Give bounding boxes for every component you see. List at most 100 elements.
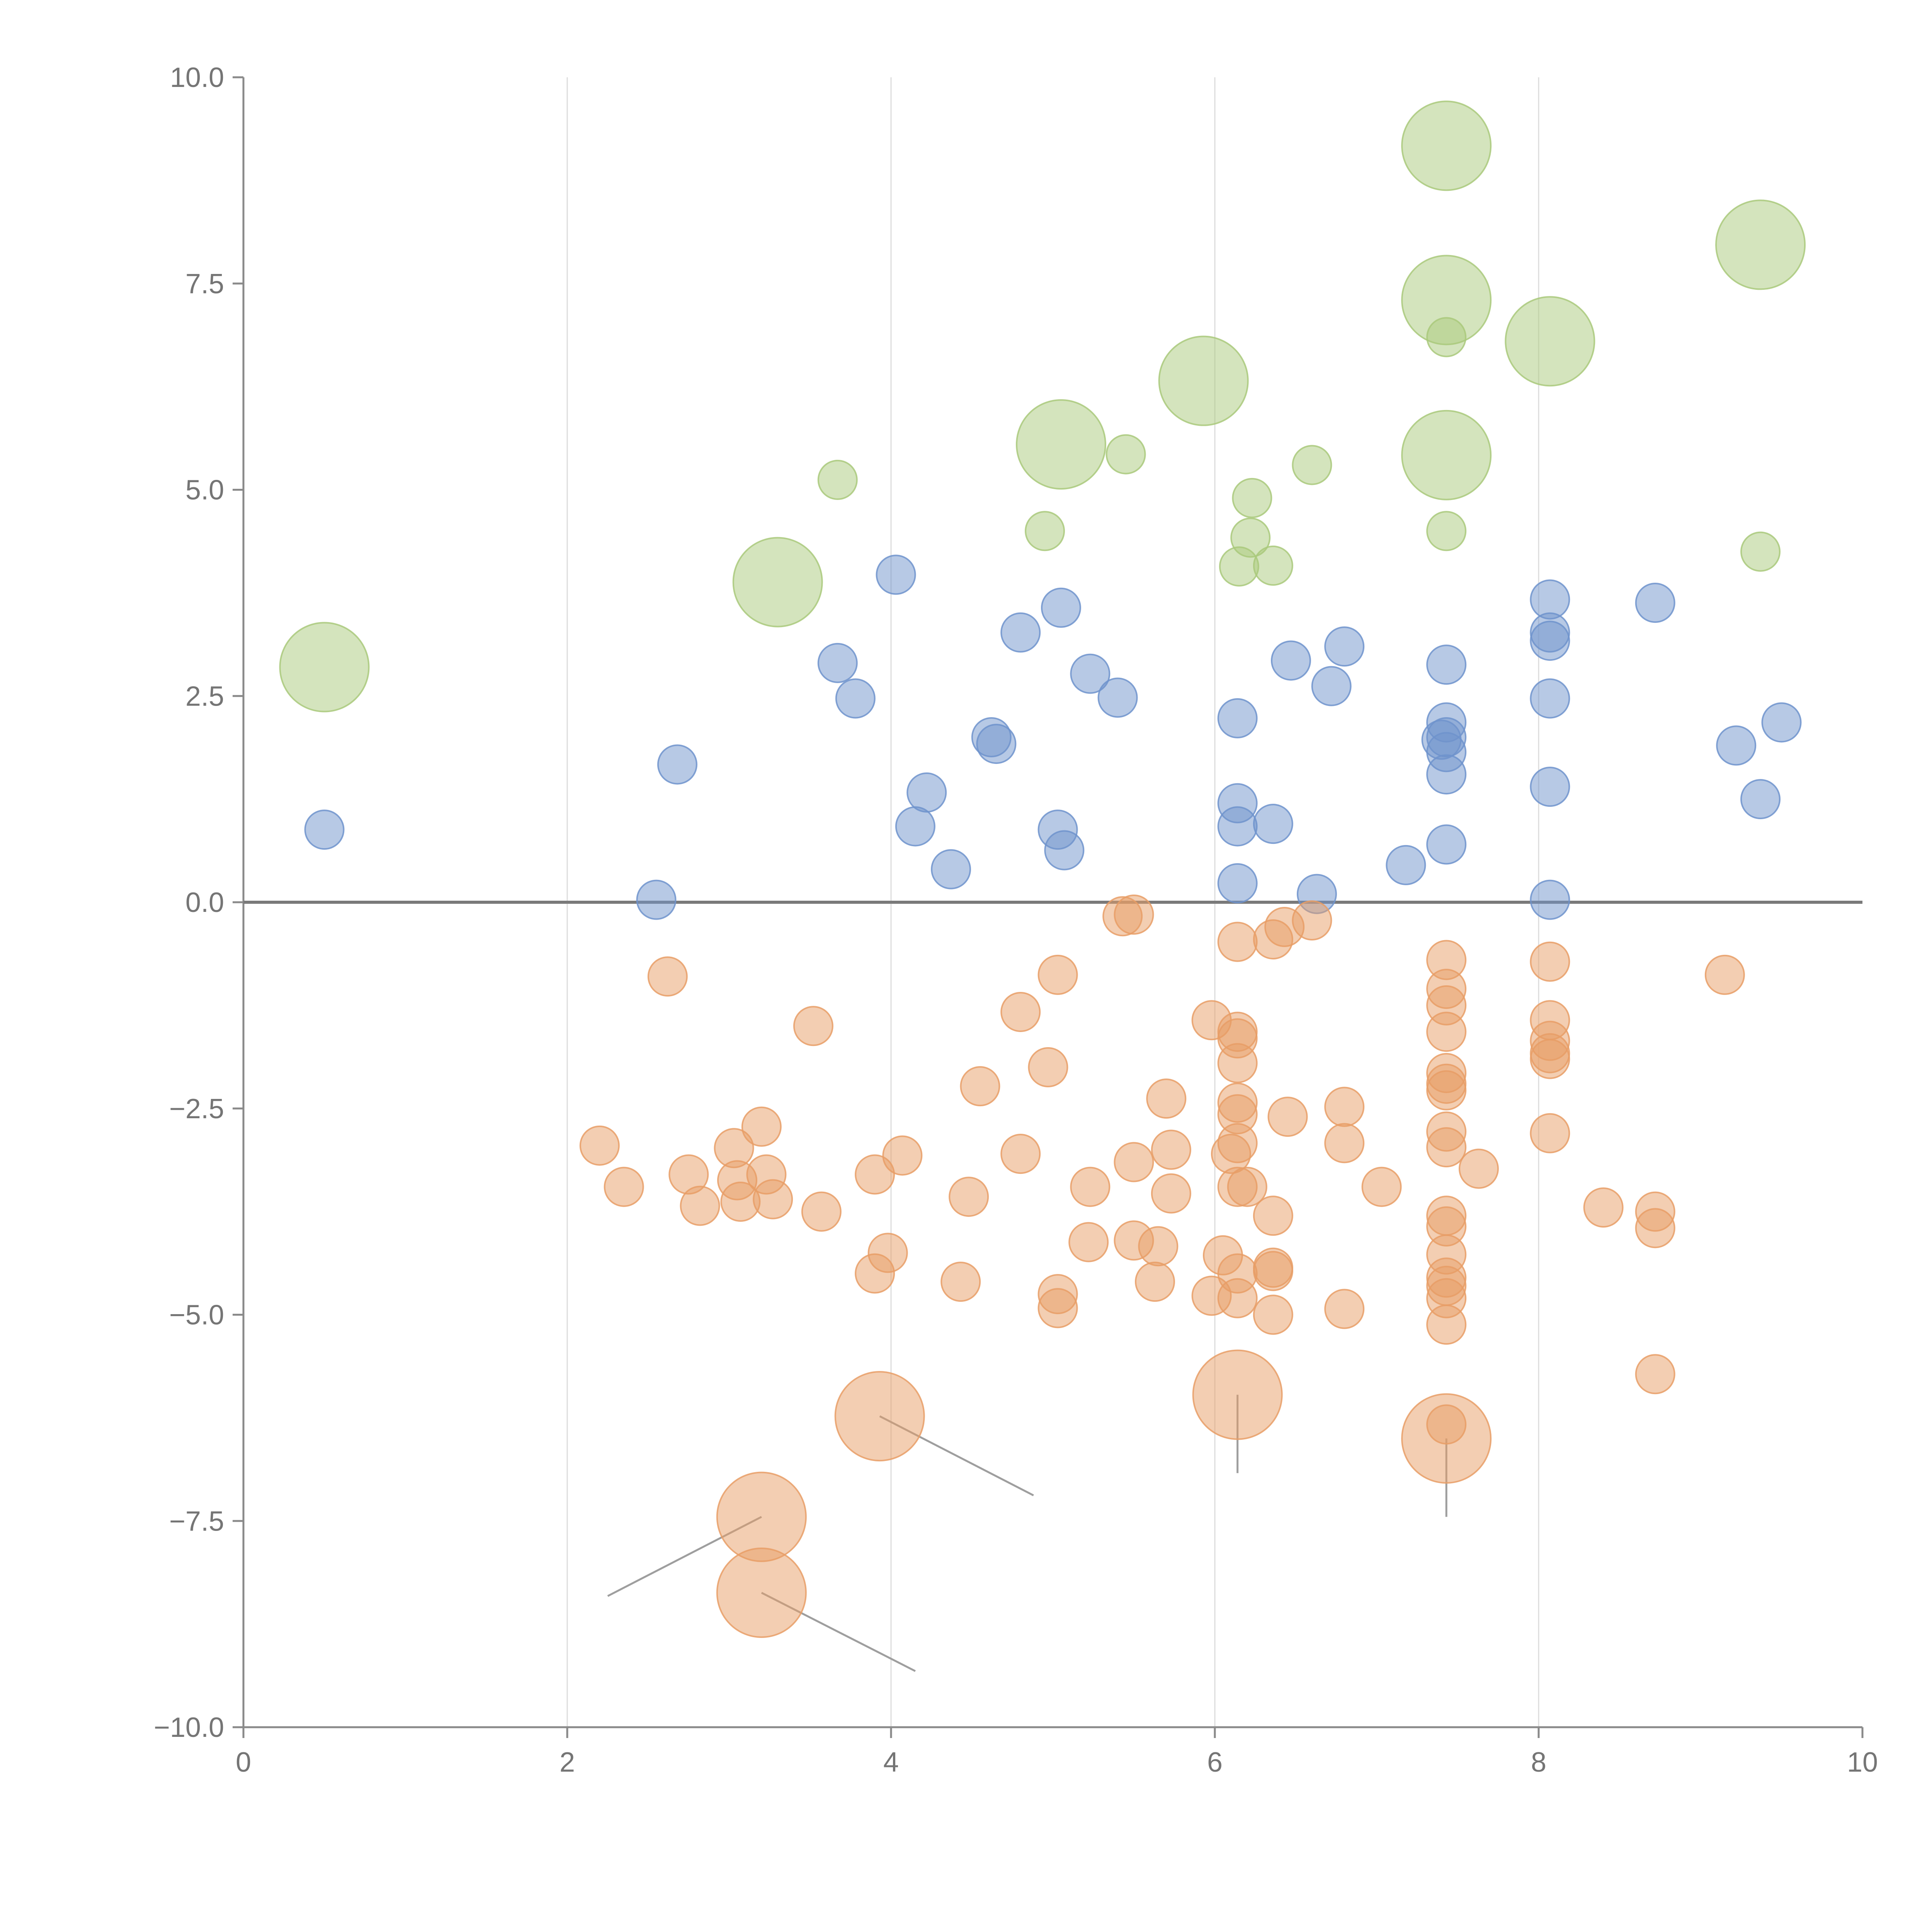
data-point-orange [1361,1167,1402,1207]
data-point-blue [1530,767,1570,807]
data-point-orange [1253,1294,1293,1335]
data-point-blue [1311,666,1352,706]
data-point-orange [647,956,688,997]
data-point-orange [1070,1167,1111,1207]
data-point-orange [1530,1113,1570,1153]
data-point-blue [1253,804,1293,844]
data-point-orange [1037,954,1078,995]
data-point-orange [604,1167,644,1207]
data-point-blue [1426,754,1467,795]
data-point-orange [1068,1222,1109,1262]
data-point-blue [1000,612,1041,653]
data-point-orange [801,1191,842,1232]
data-point-green [1015,399,1106,490]
data-point-blue [876,554,916,595]
data-point-green [1426,511,1467,551]
data-point-orange [1324,1289,1365,1329]
data-point-orange [1426,1304,1467,1345]
data-point-green [1253,545,1293,586]
data-point-orange [949,1177,989,1217]
data-point-orange [1227,1167,1267,1207]
data-point-blue [1270,640,1311,681]
data-point-green [1401,410,1492,500]
x-tick-label: 10 [1847,1747,1878,1778]
data-point-orange [1217,1123,1258,1163]
data-point-orange [1426,1070,1467,1111]
y-tick-label: 0.0 [185,887,224,918]
data-point-green [1105,434,1146,474]
data-point-orange [1217,922,1258,962]
data-point-orange [940,1262,981,1302]
data-point-orange [1253,1196,1293,1236]
data-point-blue [1386,845,1426,885]
data-point-orange [1426,1127,1467,1168]
data-point-blue [1324,626,1365,667]
data-point-green [279,622,370,713]
y-tick-label: −2.5 [169,1094,224,1124]
data-point-blue [817,643,858,683]
data-point-orange [1000,992,1041,1032]
data-point-green [1505,296,1595,387]
data-point-orange [855,1154,895,1195]
data-point-blue [1041,587,1081,628]
y-tick-label: 5.0 [185,475,224,506]
data-point-orange [1217,1043,1258,1083]
data-point-blue [1426,824,1467,865]
data-point-orange [1134,1262,1175,1302]
y-tick-label: −7.5 [169,1506,224,1537]
data-point-orange [1324,1123,1365,1163]
data-point-blue [1530,879,1570,920]
data-point-orange [1114,1142,1154,1182]
data-point-orange [579,1125,620,1166]
data-point-green [1740,531,1781,572]
data-point-orange [1151,1173,1191,1214]
y-tick-label: 10.0 [170,62,224,93]
data-point-orange [960,1066,1000,1107]
data-point-orange [1028,1047,1068,1087]
y-tick-label: 7.5 [185,269,224,299]
data-point-blue [931,849,971,889]
data-point-orange [882,1135,923,1176]
data-point-blue [1635,582,1675,623]
data-point-blue [1740,779,1781,820]
data-point-blue [1761,702,1802,743]
data-point-orange [834,1371,925,1462]
data-point-orange [741,1106,782,1147]
data-point-green [1158,335,1249,426]
data-point-blue [1097,677,1138,718]
data-point-blue [636,879,677,920]
data-point-green [1230,517,1271,558]
data-point-orange [1037,1288,1078,1328]
data-point-orange [1292,900,1332,940]
data-point-orange [1635,1208,1675,1248]
data-point-blue [1426,645,1467,685]
x-tick-label: 2 [560,1747,575,1778]
data-point-orange [1401,1393,1492,1484]
data-point-green [732,537,823,628]
data-point-green [1025,511,1065,551]
data-point-orange [1000,1134,1041,1174]
y-tick-label: 2.5 [185,681,224,712]
data-point-orange [1583,1187,1624,1228]
data-point-green [1401,100,1492,191]
data-point-orange [1253,1251,1293,1291]
data-point-green [1232,478,1272,518]
data-point-orange [1267,1097,1308,1137]
data-point-blue [835,678,876,719]
data-point-green [1292,445,1332,485]
data-point-orange [793,1006,833,1046]
data-point-orange [1151,1129,1191,1170]
data-point-blue [1217,806,1258,847]
data-point-orange [1426,1012,1467,1052]
data-point-blue [1044,830,1085,871]
data-point-blue [1217,863,1258,903]
data-point-orange [1114,895,1154,935]
data-point-orange [1192,1349,1283,1440]
data-point-blue [1217,698,1258,738]
data-point-blue [657,744,697,785]
x-tick-label: 6 [1207,1747,1223,1778]
data-point-orange [867,1233,908,1273]
data-point-orange [1530,1039,1570,1079]
data-point-orange [1458,1148,1499,1189]
